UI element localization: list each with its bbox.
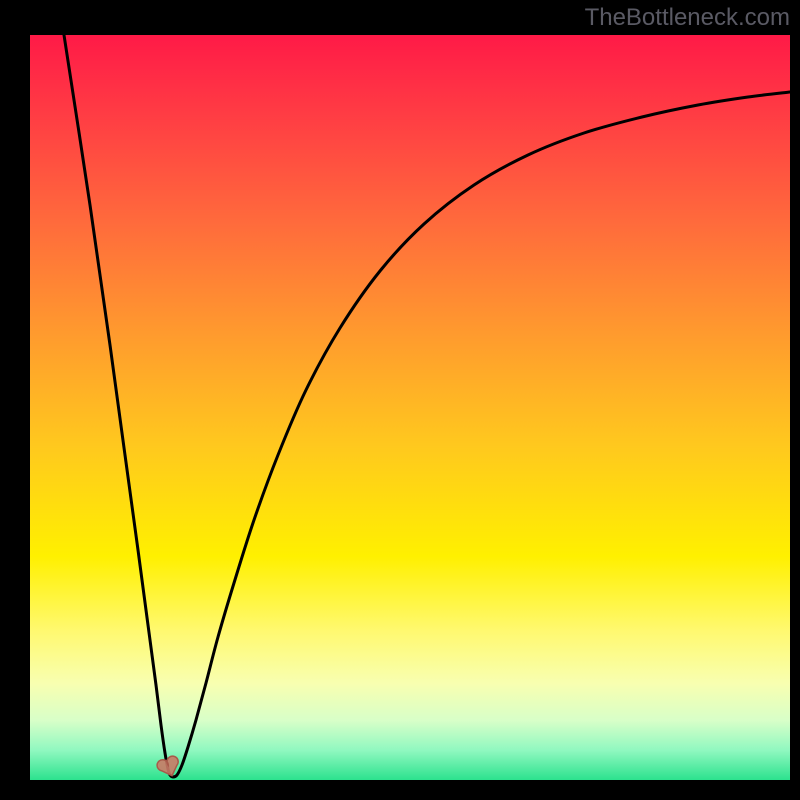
chart-background-gradient bbox=[30, 35, 790, 780]
watermark-text: TheBottleneck.com bbox=[585, 4, 790, 32]
stage: TheBottleneck.com bbox=[0, 0, 800, 800]
plot-area bbox=[30, 35, 790, 780]
